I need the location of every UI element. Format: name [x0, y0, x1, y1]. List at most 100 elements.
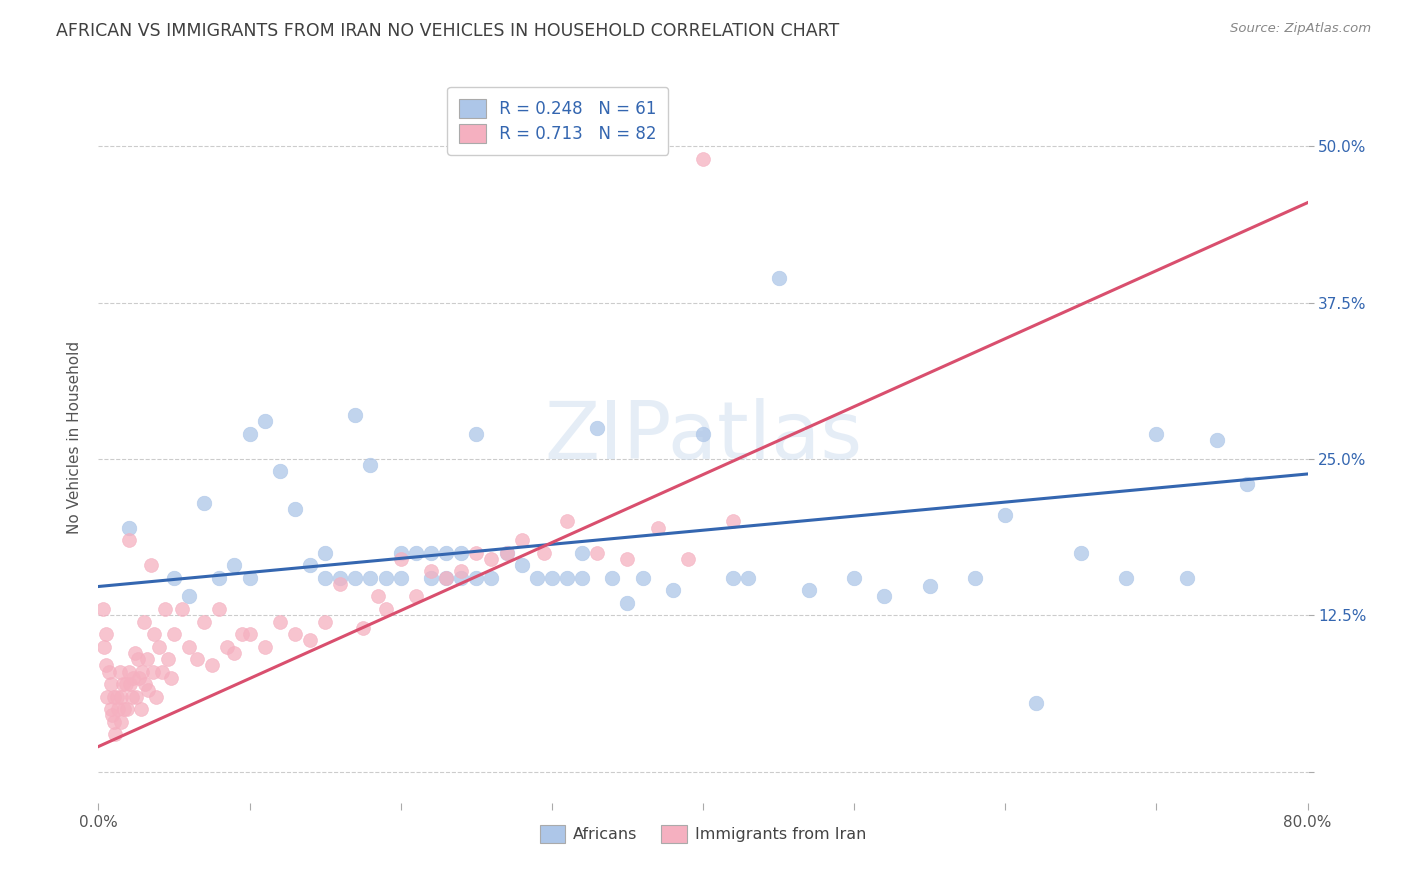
Point [128, 671, 150, 685]
Point [352, 621, 374, 635]
Point [555, 571, 578, 585]
Point [129, 702, 152, 716]
Point [602, 571, 624, 585]
Point [100, 677, 122, 691]
Point [465, 546, 488, 560]
Point [737, 571, 759, 585]
Point [994, 508, 1017, 523]
Point [114, 677, 136, 691]
Point [224, 558, 246, 573]
Point [465, 571, 488, 585]
Point [344, 571, 367, 585]
Point [110, 690, 132, 704]
Text: Source: ZipAtlas.com: Source: ZipAtlas.com [1230, 22, 1371, 36]
Point [253, 414, 276, 428]
Text: AFRICAN VS IMMIGRANTS FROM IRAN NO VEHICLES IN HOUSEHOLD CORRELATION CHART: AFRICAN VS IMMIGRANTS FROM IRAN NO VEHIC… [56, 22, 839, 40]
Point [145, 690, 167, 704]
Point [121, 690, 143, 704]
Point [269, 465, 291, 479]
Point [1236, 477, 1258, 491]
Point [367, 590, 389, 604]
Point [299, 558, 322, 573]
Point [111, 677, 134, 691]
Point [105, 690, 128, 704]
Point [495, 546, 517, 560]
Point [495, 546, 517, 560]
Point [360, 458, 382, 473]
Point [170, 602, 193, 616]
Point [571, 546, 593, 560]
Point [156, 652, 179, 666]
Point [118, 665, 141, 679]
Point [586, 546, 609, 560]
Point [186, 652, 208, 666]
Point [420, 571, 443, 585]
Point [450, 565, 472, 579]
Point [329, 577, 352, 591]
Point [163, 571, 186, 585]
Point [844, 571, 866, 585]
Point [723, 571, 745, 585]
Point [215, 640, 238, 654]
Point [1115, 571, 1137, 585]
Point [420, 565, 443, 579]
Point [314, 546, 336, 560]
Point [160, 671, 183, 685]
Point [586, 420, 609, 434]
Point [676, 552, 699, 566]
Point [797, 583, 820, 598]
Point [107, 702, 129, 716]
Point [115, 702, 138, 716]
Point [692, 152, 714, 166]
Point [124, 646, 146, 660]
Point [1206, 434, 1229, 448]
Point [405, 590, 427, 604]
Point [193, 496, 215, 510]
Point [201, 658, 224, 673]
Point [231, 627, 253, 641]
Point [131, 665, 153, 679]
Point [94, 627, 117, 641]
Point [360, 571, 382, 585]
Point [299, 633, 322, 648]
Point [253, 640, 276, 654]
Point [143, 627, 166, 641]
Point [148, 640, 170, 654]
Point [100, 702, 122, 716]
Point [692, 426, 714, 441]
Point [533, 546, 555, 560]
Y-axis label: No Vehicles in Household: No Vehicles in Household [67, 341, 83, 533]
Point [284, 627, 307, 641]
Point [434, 571, 457, 585]
Point [132, 615, 155, 629]
Point [723, 515, 745, 529]
Point [616, 552, 638, 566]
Point [284, 502, 307, 516]
Point [135, 652, 157, 666]
Point [510, 533, 533, 548]
Point [179, 640, 201, 654]
Point [118, 521, 141, 535]
Point [374, 602, 396, 616]
Point [344, 408, 367, 422]
Point [239, 627, 262, 641]
Point [239, 571, 262, 585]
Point [224, 646, 246, 660]
Point [136, 683, 159, 698]
Point [120, 677, 142, 691]
Point [965, 571, 987, 585]
Point [103, 714, 125, 729]
Point [420, 546, 443, 560]
Point [481, 552, 503, 566]
Point [122, 671, 145, 685]
Point [98, 665, 121, 679]
Point [329, 571, 352, 585]
Point [510, 558, 533, 573]
Point [179, 590, 201, 604]
Point [434, 546, 457, 560]
Point [141, 558, 163, 573]
Point [647, 521, 669, 535]
Point [104, 727, 127, 741]
Point [526, 571, 548, 585]
Text: ZIPatlas: ZIPatlas [544, 398, 862, 476]
